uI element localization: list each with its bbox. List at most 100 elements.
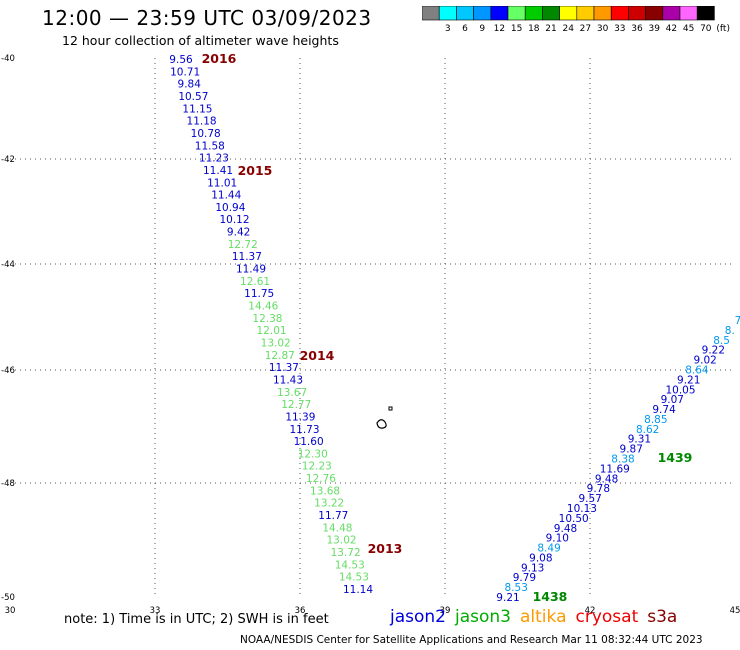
map-subtitle: 12 hour collection of altimeter wave hei…	[62, 33, 339, 48]
lon-tick-label: 30	[5, 606, 16, 616]
island-small	[388, 406, 393, 411]
wave-height-value: 13.22	[314, 498, 344, 510]
wave-height-value: 11.14	[343, 584, 373, 596]
wave-height-value: 8.38	[611, 454, 634, 466]
wave-height-value: 11.37	[232, 251, 262, 263]
wave-height-value: 11.44	[211, 190, 241, 202]
wave-height-value: 12.38	[252, 313, 282, 325]
wave-height-value: 9.57	[578, 493, 601, 505]
wave-height-value: 12.72	[228, 239, 258, 251]
scale-label: 27	[580, 24, 591, 34]
wave-height-value: 9.42	[227, 227, 250, 239]
wave-height-value: 9.02	[693, 355, 716, 367]
pass-time-label: 2014	[300, 348, 335, 363]
credit-footer: NOAA/NESDIS Center for Satellite Applica…	[240, 634, 703, 646]
scale-label: 39	[648, 24, 660, 34]
wave-height-value: 10.78	[191, 128, 221, 140]
wave-height-value: 9.74	[652, 404, 676, 416]
wave-height-value: 14.53	[339, 572, 369, 584]
wave-height-value: 8.64	[685, 364, 709, 376]
wave-height-value: 10.13	[567, 503, 597, 515]
wave-height-value: 9.21	[496, 592, 519, 604]
wave-height-value: 11.69	[600, 463, 630, 475]
wave-height-value: 11.77	[318, 510, 348, 522]
wave-height-value: 9.56	[169, 54, 193, 66]
lon-tick-label: 33	[150, 606, 161, 616]
wave-height-value: 11.49	[236, 264, 266, 276]
wave-height-value: 10.12	[219, 214, 249, 226]
map-title: 12:00 — 23:59 UTC 03/09/2023	[42, 6, 372, 30]
pass-time-label: 2016	[202, 51, 237, 66]
wave-height-value: 14.48	[322, 522, 352, 534]
wave-height-value: 11.23	[199, 153, 229, 165]
wave-height-value: 10.57	[178, 91, 208, 103]
wave-height-value: 9.31	[628, 434, 651, 446]
color-scale: 3 6 9 12 15 18 21 24 27 30 33 36 39 42 45 70 (ft)	[422, 6, 730, 34]
scale-label: 45	[683, 24, 694, 34]
scale-label: 21	[545, 24, 556, 34]
wave-height-value: 7	[735, 315, 740, 327]
wave-height-value: 13.02	[327, 535, 357, 547]
wave-height-value: 11.39	[285, 411, 315, 423]
wave-height-value: 8.53	[505, 582, 528, 594]
wave-height-value: 12.61	[240, 276, 270, 288]
wave-height-value: 12.76	[306, 473, 336, 485]
wave-height-value: 9.13	[521, 562, 544, 574]
scale-label: 15	[511, 24, 522, 34]
scale-label: 18	[528, 24, 540, 34]
legend-item: altika	[520, 607, 567, 627]
wave-height-value: 13.68	[310, 485, 340, 497]
wave-height-value: 11.73	[289, 424, 319, 436]
scale-label: 36	[631, 24, 643, 34]
wave-height-value: 12.87	[265, 350, 295, 362]
wave-height-value: 8.5	[713, 335, 730, 347]
wave-height-value: 11.37	[269, 362, 299, 374]
wave-height-value: 14.46	[248, 301, 278, 313]
lon-tick-label: 42	[585, 606, 596, 616]
footnote: note: 1) Time is in UTC; 2) SWH is in fe…	[64, 612, 329, 627]
wave-height-value: 9.87	[620, 444, 643, 456]
lat-tick-label: -40	[1, 54, 15, 64]
scale-label: 6	[462, 24, 468, 34]
scale-label: 24	[562, 24, 574, 34]
wave-height-value: 11.15	[182, 103, 212, 115]
legend-item: jason3	[455, 607, 511, 627]
wave-height-value: 10.94	[215, 202, 245, 214]
wave-height-value: 9.84	[178, 79, 202, 91]
wave-height-value: 8.49	[537, 543, 560, 555]
legend-item: s3a	[647, 607, 678, 627]
lat-tick-label: -50	[1, 593, 15, 603]
scale-label: 3	[445, 24, 451, 34]
wave-height-value: 12.23	[302, 461, 332, 473]
lon-tick-label: 45	[730, 606, 740, 616]
lat-tick-label: -44	[1, 260, 15, 270]
scale-label: 33	[614, 24, 625, 34]
wave-height-value: 9.48	[595, 473, 618, 485]
wave-height-value: 8.62	[636, 424, 659, 436]
wave-height-value: 10.50	[559, 513, 589, 525]
wave-height-value: 11.75	[244, 288, 274, 300]
altimeter-tracks: 9.5610.719.8410.5711.1511.1810.7811.5811…	[169, 51, 740, 604]
pass-time-label: 2013	[368, 541, 403, 556]
map-grid	[10, 58, 735, 597]
wave-height-value: 14.53	[335, 559, 365, 571]
pass-time-label: 2015	[238, 163, 273, 178]
lon-tick-label: 36	[295, 606, 306, 616]
wave-height-value: 11.41	[203, 165, 233, 177]
wave-height-value: 9.48	[554, 523, 577, 535]
wave-height-value: 11.01	[207, 177, 237, 189]
wave-height-value: 8.85	[644, 414, 667, 426]
wave-height-value: 9.79	[513, 572, 536, 584]
wave-height-value: 9.78	[587, 483, 610, 495]
wave-height-value: 13.02	[261, 337, 291, 349]
wave-height-value: 10.71	[170, 66, 200, 78]
wave-height-value: 10.05	[665, 384, 695, 396]
wave-height-value: 9.07	[661, 394, 684, 406]
island-outline	[376, 406, 393, 429]
lon-tick-label: 39	[440, 606, 451, 616]
wave-height-value: 11.58	[195, 140, 225, 152]
lat-tick-label: -46	[1, 366, 15, 376]
scale-label: 42	[666, 24, 677, 34]
wave-height-value: 12.30	[298, 448, 328, 460]
